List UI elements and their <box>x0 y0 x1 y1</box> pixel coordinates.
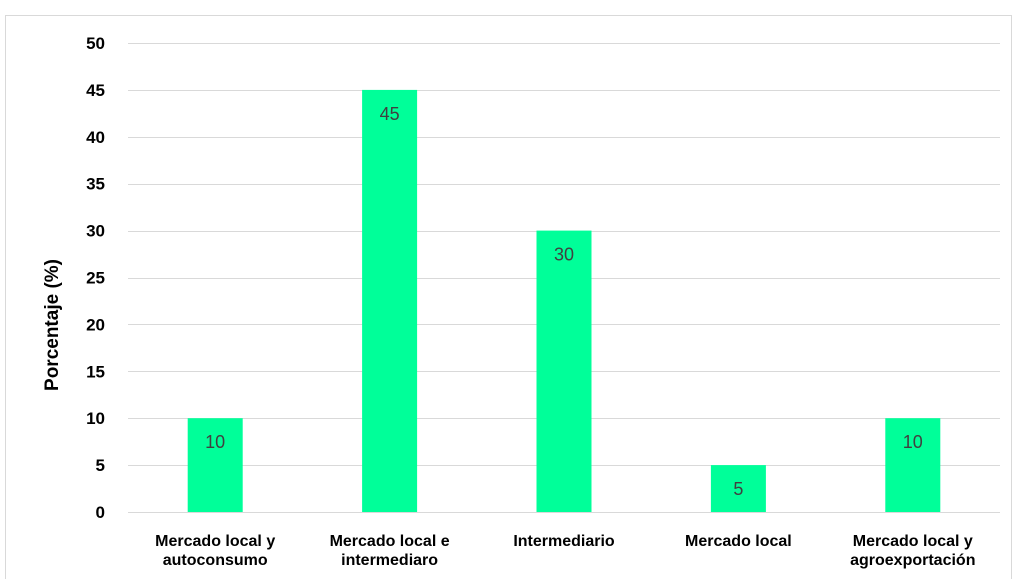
bar <box>885 418 941 512</box>
x-category-label: Mercado local <box>685 533 792 550</box>
bar <box>362 89 418 513</box>
data-label: 5 <box>733 479 743 499</box>
data-labels: 10 45 30 5 10 <box>205 104 923 499</box>
y-tick-label: 20 <box>86 315 105 334</box>
bars <box>187 89 941 513</box>
data-label: 10 <box>903 432 923 452</box>
chart-frame <box>5 15 1012 579</box>
bar <box>710 465 766 512</box>
y-tick-label: 30 <box>86 222 105 241</box>
data-label: 10 <box>205 432 225 452</box>
y-tick-label: 50 <box>86 34 105 53</box>
x-category-label: Mercado local e intermediaro <box>330 533 450 569</box>
y-tick-label: 45 <box>86 81 105 100</box>
data-label: 45 <box>380 104 400 124</box>
y-tick-label: 5 <box>96 456 105 475</box>
bar <box>536 230 592 512</box>
x-axis-categories: Mercado local y autoconsumo Mercado local … <box>155 533 975 569</box>
data-label: 30 <box>554 245 574 265</box>
y-tick-label: 25 <box>86 269 105 288</box>
x-category-label: Intermediario <box>513 533 615 550</box>
y-tick-label: 15 <box>86 362 105 381</box>
x-category-label: Mercado local y autoconsumo <box>155 533 275 569</box>
y-tick-label: 40 <box>86 128 105 147</box>
y-axis-title: Porcentaje (%) <box>42 259 63 391</box>
y-tick-label: 0 <box>96 503 105 522</box>
bar <box>187 418 243 512</box>
x-category-label: Mercado local y agroexportación <box>850 533 975 569</box>
y-tick-label: 35 <box>86 175 105 194</box>
y-tick-label: 10 <box>86 409 105 428</box>
y-axis-ticks: 0 5 10 15 20 25 30 35 40 45 50 <box>86 34 105 522</box>
